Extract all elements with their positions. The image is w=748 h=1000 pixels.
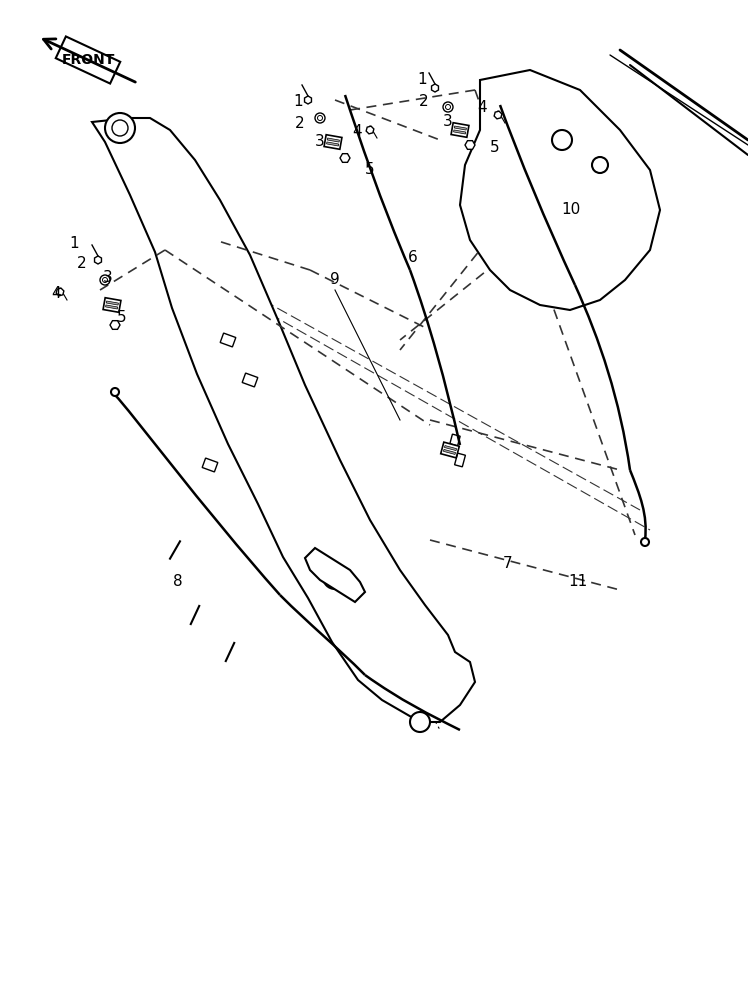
Circle shape: [592, 157, 608, 173]
Text: 3: 3: [103, 270, 113, 286]
Text: 11: 11: [568, 574, 588, 589]
FancyBboxPatch shape: [454, 126, 467, 130]
FancyBboxPatch shape: [242, 373, 258, 387]
Circle shape: [102, 277, 108, 282]
Circle shape: [111, 388, 119, 396]
Circle shape: [317, 115, 322, 120]
FancyBboxPatch shape: [106, 301, 118, 305]
Text: 5: 5: [490, 140, 500, 155]
FancyBboxPatch shape: [327, 142, 339, 146]
Polygon shape: [432, 84, 438, 92]
Text: 8: 8: [174, 574, 183, 589]
Polygon shape: [110, 321, 120, 329]
FancyBboxPatch shape: [455, 453, 465, 467]
Text: 9: 9: [330, 272, 340, 288]
Polygon shape: [460, 70, 660, 310]
Circle shape: [315, 113, 325, 123]
Polygon shape: [305, 548, 365, 602]
FancyBboxPatch shape: [444, 449, 456, 454]
Text: 3: 3: [315, 134, 325, 149]
Polygon shape: [465, 141, 475, 149]
Text: 1: 1: [69, 236, 79, 251]
Polygon shape: [340, 154, 350, 162]
Text: 2: 2: [77, 255, 87, 270]
Polygon shape: [494, 111, 502, 119]
Polygon shape: [56, 288, 64, 296]
FancyBboxPatch shape: [105, 305, 117, 309]
Text: 10: 10: [562, 202, 580, 218]
FancyBboxPatch shape: [324, 135, 342, 149]
Circle shape: [112, 120, 128, 136]
Text: 1: 1: [293, 95, 303, 109]
Text: 7: 7: [503, 556, 513, 570]
FancyBboxPatch shape: [220, 333, 236, 347]
Text: 4: 4: [477, 101, 487, 115]
FancyBboxPatch shape: [202, 458, 218, 472]
Text: 4: 4: [352, 124, 362, 139]
Text: 1: 1: [417, 73, 427, 88]
Text: FRONT: FRONT: [61, 53, 114, 67]
Text: 6: 6: [408, 250, 418, 265]
Polygon shape: [304, 96, 311, 104]
FancyBboxPatch shape: [453, 130, 466, 134]
Circle shape: [552, 130, 572, 150]
FancyBboxPatch shape: [328, 138, 340, 142]
Polygon shape: [366, 126, 374, 134]
Polygon shape: [94, 256, 102, 264]
Text: 4: 4: [51, 286, 61, 300]
FancyBboxPatch shape: [451, 123, 469, 137]
Circle shape: [443, 102, 453, 112]
Text: 5: 5: [117, 310, 127, 326]
FancyBboxPatch shape: [103, 298, 121, 312]
Circle shape: [100, 275, 110, 285]
Circle shape: [105, 113, 135, 143]
FancyBboxPatch shape: [450, 434, 460, 446]
FancyBboxPatch shape: [441, 442, 459, 458]
Text: 5: 5: [365, 162, 375, 178]
Text: 2: 2: [295, 115, 305, 130]
FancyBboxPatch shape: [444, 446, 456, 451]
Text: 3: 3: [443, 114, 453, 129]
Polygon shape: [92, 118, 475, 722]
Circle shape: [641, 538, 649, 546]
Circle shape: [410, 712, 430, 732]
Circle shape: [323, 565, 347, 589]
FancyBboxPatch shape: [56, 36, 120, 84]
Circle shape: [330, 572, 340, 582]
Text: 2: 2: [419, 95, 429, 109]
Circle shape: [446, 104, 450, 109]
